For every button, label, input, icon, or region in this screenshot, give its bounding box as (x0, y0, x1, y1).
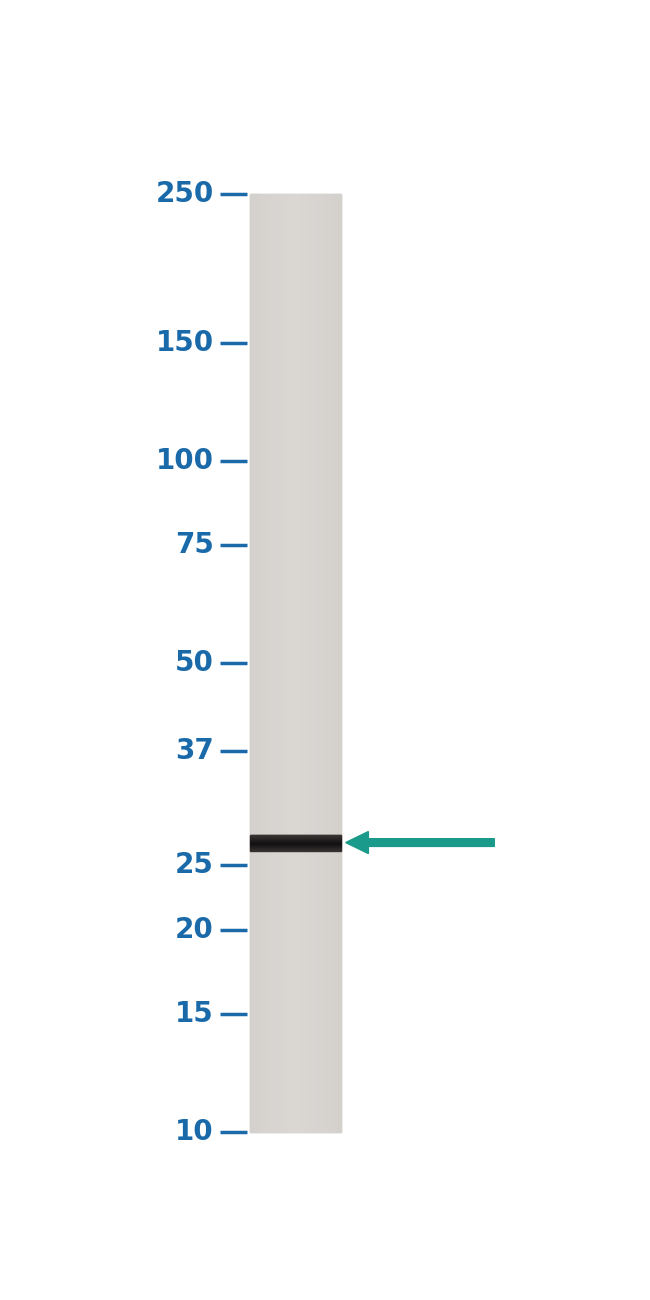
Bar (332, 194, 334, 1132)
Bar (334, 194, 336, 1132)
Text: 75: 75 (175, 530, 214, 559)
Bar (309, 194, 311, 1132)
Text: 37: 37 (175, 737, 214, 764)
Bar (268, 194, 270, 1132)
Bar (275, 194, 277, 1132)
Text: 150: 150 (155, 329, 214, 358)
Bar (298, 194, 300, 1132)
Bar (264, 194, 266, 1132)
Bar (339, 194, 341, 1132)
Bar (311, 194, 313, 1132)
Bar (266, 194, 268, 1132)
Bar (330, 194, 332, 1132)
Bar (252, 194, 255, 1132)
FancyArrow shape (346, 832, 494, 854)
Bar (284, 194, 286, 1132)
Text: 100: 100 (156, 447, 214, 474)
Bar (336, 194, 339, 1132)
Bar (250, 194, 341, 1132)
Text: 20: 20 (175, 916, 214, 944)
Bar (318, 194, 320, 1132)
Bar (304, 194, 307, 1132)
Bar (325, 194, 327, 1132)
Bar (295, 194, 298, 1132)
Text: 25: 25 (175, 852, 214, 879)
Bar (273, 194, 275, 1132)
Bar (291, 194, 293, 1132)
Bar (261, 194, 264, 1132)
Text: 15: 15 (175, 1000, 214, 1028)
Bar (322, 194, 325, 1132)
Bar (327, 194, 330, 1132)
Bar (307, 194, 309, 1132)
Bar (259, 194, 261, 1132)
Bar (255, 194, 257, 1132)
Bar (320, 194, 322, 1132)
Text: 50: 50 (175, 649, 214, 677)
Bar (289, 194, 291, 1132)
Bar (280, 194, 281, 1132)
Bar (250, 194, 252, 1132)
Bar (293, 194, 295, 1132)
Bar (257, 194, 259, 1132)
Bar (277, 194, 280, 1132)
Bar (302, 194, 304, 1132)
Bar (281, 194, 284, 1132)
Bar (300, 194, 302, 1132)
Bar (286, 194, 289, 1132)
Bar (270, 194, 273, 1132)
Bar (313, 194, 316, 1132)
Text: 250: 250 (155, 179, 214, 208)
Text: 10: 10 (175, 1118, 214, 1147)
Bar (316, 194, 318, 1132)
